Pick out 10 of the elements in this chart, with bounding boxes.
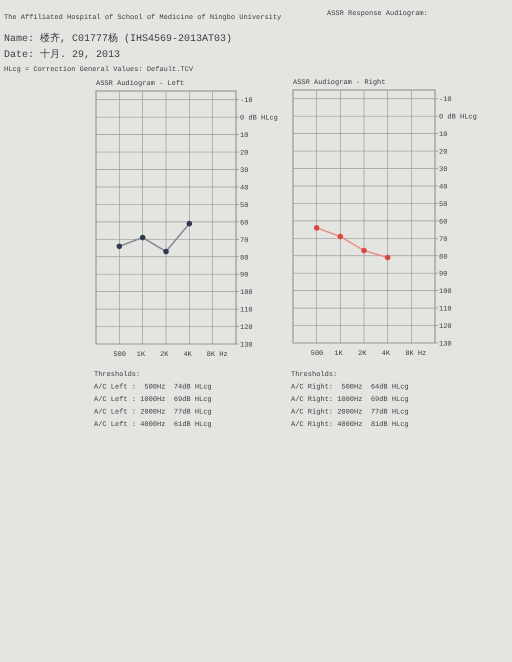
text: Date: 十月. 29, 2013	[4, 48, 120, 61]
point	[140, 234, 146, 240]
point	[186, 220, 192, 226]
point	[361, 248, 367, 254]
point	[338, 234, 344, 240]
point	[163, 248, 169, 254]
text: Name: 楼齐, C01777杨 (IHS4569-2013AT03)	[4, 32, 232, 45]
point	[116, 243, 122, 250]
point	[314, 225, 320, 231]
point	[384, 254, 390, 260]
